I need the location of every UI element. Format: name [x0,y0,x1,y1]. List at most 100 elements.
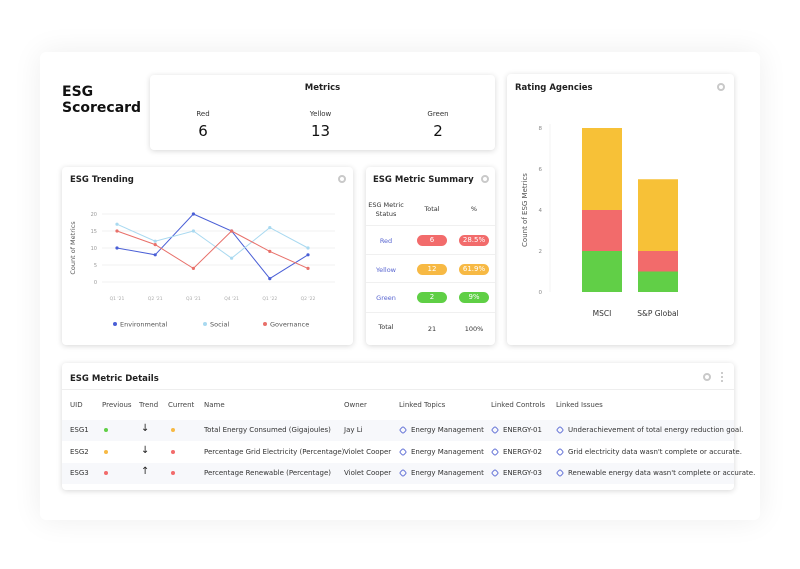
trend-arrow: ↓ [141,423,150,434]
current-status [171,449,175,454]
metric-label: Yellow [309,110,332,118]
x-tick-label: Q2 '22 [301,296,316,302]
x-tick-label: Q1 '22 [262,296,277,302]
topic-cell: Energy Management [411,447,484,456]
column-header: Trend [139,401,159,409]
y-tick-label: 8 [539,126,543,132]
column-header: % [470,205,478,213]
current-status [171,471,175,475]
column-header: UID [70,401,83,409]
card-title: Rating Agencies [515,83,593,93]
metric-label: Red [196,110,210,118]
column-header: Previous [102,401,132,409]
bar-segment [638,251,678,272]
data-point [306,246,310,250]
column-header: Linked Issues [556,401,603,409]
status-label: Green [376,294,396,302]
card-title: Metrics [304,83,341,93]
bar-segment [582,210,622,251]
card-title: ESG Metric Summary [373,175,474,185]
y-tick-label: 6 [539,167,543,173]
row-background [62,463,734,484]
row-divider [366,253,495,255]
name-cell: Percentage Renewable (Percentage) [204,469,331,477]
row-divider [366,225,495,226]
issue-cell: Renewable energy data wasn't complete or… [568,469,756,477]
page-title: ESG Scorecard [62,84,142,116]
settings-icon[interactable] [338,175,346,183]
x-tick-label: Q4 '21 [224,296,239,302]
data-point [153,239,157,243]
column-header: Current [168,401,195,409]
data-point [191,229,195,233]
bar-segment [582,128,622,210]
data-point [268,249,272,253]
data-point [115,246,119,250]
y-tick-label: 4 [539,208,543,214]
current-status [171,428,175,432]
owner-cell: Violet Cooper [344,469,392,477]
data-point [191,266,195,270]
data-point [115,229,119,233]
divider [62,389,734,390]
series-line [116,223,309,259]
issue-cell: Underachievement of total energy reducti… [568,426,744,434]
legend-label: Governance [270,321,309,329]
settings-icon[interactable] [703,373,711,381]
total-percent: 100% [464,325,484,333]
settings-icon[interactable] [481,175,489,183]
settings-icon[interactable] [717,83,725,91]
total-value: 21 [427,325,437,333]
data-point [268,277,272,281]
data-point [230,256,234,260]
column-header: Linked Controls [491,401,546,409]
column-header: Name [204,401,225,409]
metric-value: 6 [198,122,208,140]
column-header: Owner [344,401,367,409]
data-point [153,243,157,247]
x-tick-label: Q1 '21 [110,296,125,302]
metrics-card: Metrics Red 6 Yellow 13 Green 2 [150,75,495,150]
data-point [306,266,310,270]
column-header: ESG Metric Status [368,201,404,218]
x-tick-label: Q3 '21 [186,296,201,302]
summary-card: ESG Metric Summary ESG Metric Status Tota… [366,167,495,345]
series-line [116,230,309,270]
legend-swatch [203,322,207,326]
legend-label: Social [210,321,229,329]
row-divider [366,312,495,313]
control-cell: ENERGY-02 [503,447,542,456]
trending-card: ESG Trending Count of Metrics 0 5 10 15 20 Q1 … [62,167,353,345]
uid-cell: ESG2 [70,447,89,456]
data-point [268,226,272,230]
name-cell: Total Energy Consumed (Gigajoules) [204,426,331,434]
topic-cell: Energy Management [411,469,484,477]
owner-cell: Jay Li [344,426,363,434]
bar-segment [582,251,622,292]
line-chart: Count of Metrics 0 5 10 15 20 Q1 '21 Q2 '21 Q3 '… [69,212,335,329]
total-badge: 12 [417,263,447,275]
link-icon [398,447,408,456]
metric-value: 2 [433,122,443,140]
data-point [230,229,234,233]
issue-cell: Grid electricity data wasn't complete or… [568,447,742,456]
legend-swatch [263,322,267,326]
data-point [115,222,119,226]
previous-status [104,428,108,432]
owner-cell: Violet Cooper [344,447,392,456]
drag-handle[interactable] [721,372,725,382]
details-card: ESG Metric Details UID Previous Trend Curre… [62,363,755,490]
previous-status [104,471,108,475]
legend-swatch [113,322,117,326]
card-title: ESG Trending [70,175,134,185]
percent-badge: 28.5% [459,235,489,246]
trend-arrow: ↓ [141,444,150,456]
y-axis-label: Count of ESG Metrics [521,173,529,247]
total-badge: 2 [417,292,447,303]
bar-segment [638,271,678,292]
status-label: Red [379,237,393,245]
link-icon [490,447,500,456]
total-label: Total [378,323,394,331]
x-tick-label: MSCI [593,309,612,318]
metric-value: 13 [310,122,331,140]
